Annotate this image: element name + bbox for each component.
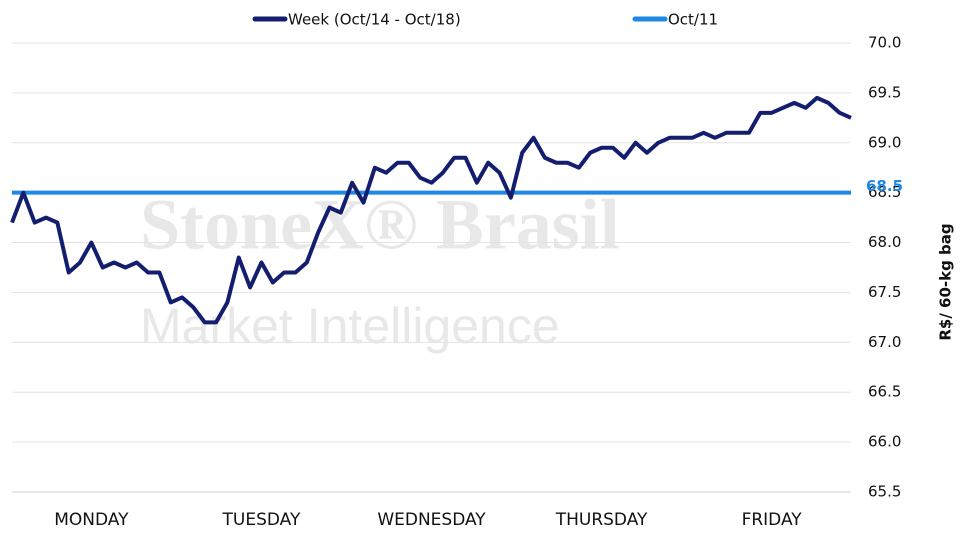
watermark: StoneX® Brasil [140, 185, 620, 265]
x-tick-label: THURSDAY [555, 510, 648, 530]
y-axis-label: R$/ 60-kg bag [937, 223, 955, 340]
legend-label: Week (Oct/14 - Oct/18) [288, 11, 461, 29]
y-tick-label: 65.5 [868, 483, 901, 501]
y-tick-label: 70.0 [868, 34, 901, 52]
x-tick-label: FRIDAY [742, 510, 803, 530]
reference-label: 68.5 [866, 177, 903, 195]
y-tick-label: 68.0 [868, 233, 901, 251]
x-tick-label: WEDNESDAY [377, 510, 486, 530]
y-tick-label: 69.0 [868, 133, 901, 151]
y-tick-label: 66.5 [868, 383, 901, 401]
x-tick-label: TUESDAY [222, 510, 301, 530]
y-tick-label: 68.5 [868, 183, 901, 201]
y-tick-label: 66.0 [868, 433, 901, 451]
y-tick-label: 67.5 [868, 283, 901, 301]
watermark: Market Intelligence [140, 298, 560, 354]
x-tick-label: MONDAY [54, 510, 129, 530]
y-tick-label: 69.5 [868, 83, 901, 101]
y-tick-label: 67.0 [868, 333, 901, 351]
legend-label: Oct/11 [668, 11, 718, 29]
line [10, 95, 852, 325]
